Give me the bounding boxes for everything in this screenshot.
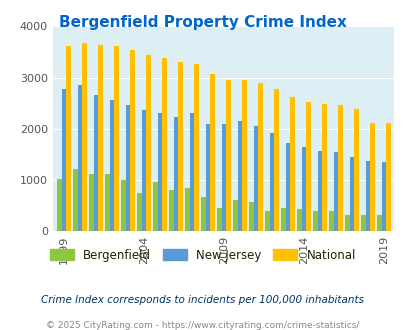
Bar — [328, 211, 333, 231]
Bar — [377, 215, 381, 231]
Bar — [290, 97, 294, 231]
Bar — [233, 200, 237, 231]
Bar — [205, 124, 210, 231]
Bar — [126, 105, 130, 231]
Bar — [201, 197, 205, 231]
Bar — [253, 126, 258, 231]
Bar — [105, 174, 109, 231]
Bar — [73, 169, 78, 231]
Bar — [89, 174, 94, 231]
Bar — [57, 179, 62, 231]
Bar — [82, 43, 87, 231]
Bar — [269, 133, 274, 231]
Bar — [66, 46, 70, 231]
Bar — [185, 187, 190, 231]
Bar — [137, 193, 141, 231]
Bar — [242, 80, 246, 231]
Bar — [249, 202, 253, 231]
Legend: Bergenfield, New Jersey, National: Bergenfield, New Jersey, National — [45, 244, 360, 266]
Bar — [333, 152, 338, 231]
Bar — [130, 50, 134, 231]
Bar — [285, 143, 290, 231]
Bar — [354, 109, 358, 231]
Bar — [313, 211, 317, 231]
Bar — [345, 214, 349, 231]
Bar — [317, 151, 322, 231]
Bar — [338, 105, 342, 231]
Bar — [365, 161, 369, 231]
Bar — [297, 209, 301, 231]
Bar — [226, 80, 230, 231]
Bar — [146, 54, 150, 231]
Bar — [190, 113, 194, 231]
Bar — [169, 190, 173, 231]
Bar — [381, 162, 386, 231]
Bar — [109, 100, 114, 231]
Bar — [274, 89, 278, 231]
Bar — [178, 62, 182, 231]
Bar — [322, 104, 326, 231]
Bar — [121, 180, 126, 231]
Bar — [237, 120, 242, 231]
Bar — [153, 182, 158, 231]
Bar — [158, 114, 162, 231]
Bar — [258, 83, 262, 231]
Bar — [265, 211, 269, 231]
Bar — [141, 110, 146, 231]
Bar — [98, 45, 102, 231]
Bar — [301, 147, 306, 231]
Bar — [194, 64, 198, 231]
Bar — [386, 123, 390, 231]
Text: © 2025 CityRating.com - https://www.cityrating.com/crime-statistics/: © 2025 CityRating.com - https://www.city… — [46, 321, 359, 330]
Text: Bergenfield Property Crime Index: Bergenfield Property Crime Index — [59, 15, 346, 30]
Bar — [221, 124, 226, 231]
Bar — [162, 58, 166, 231]
Bar — [114, 46, 118, 231]
Bar — [217, 209, 221, 231]
Bar — [306, 102, 310, 231]
Bar — [94, 95, 98, 231]
Bar — [78, 85, 82, 231]
Text: Crime Index corresponds to incidents per 100,000 inhabitants: Crime Index corresponds to incidents per… — [41, 295, 364, 305]
Bar — [349, 157, 354, 231]
Bar — [210, 75, 214, 231]
Bar — [360, 215, 365, 231]
Bar — [281, 208, 285, 231]
Bar — [173, 117, 178, 231]
Bar — [369, 122, 374, 231]
Bar — [62, 89, 66, 231]
